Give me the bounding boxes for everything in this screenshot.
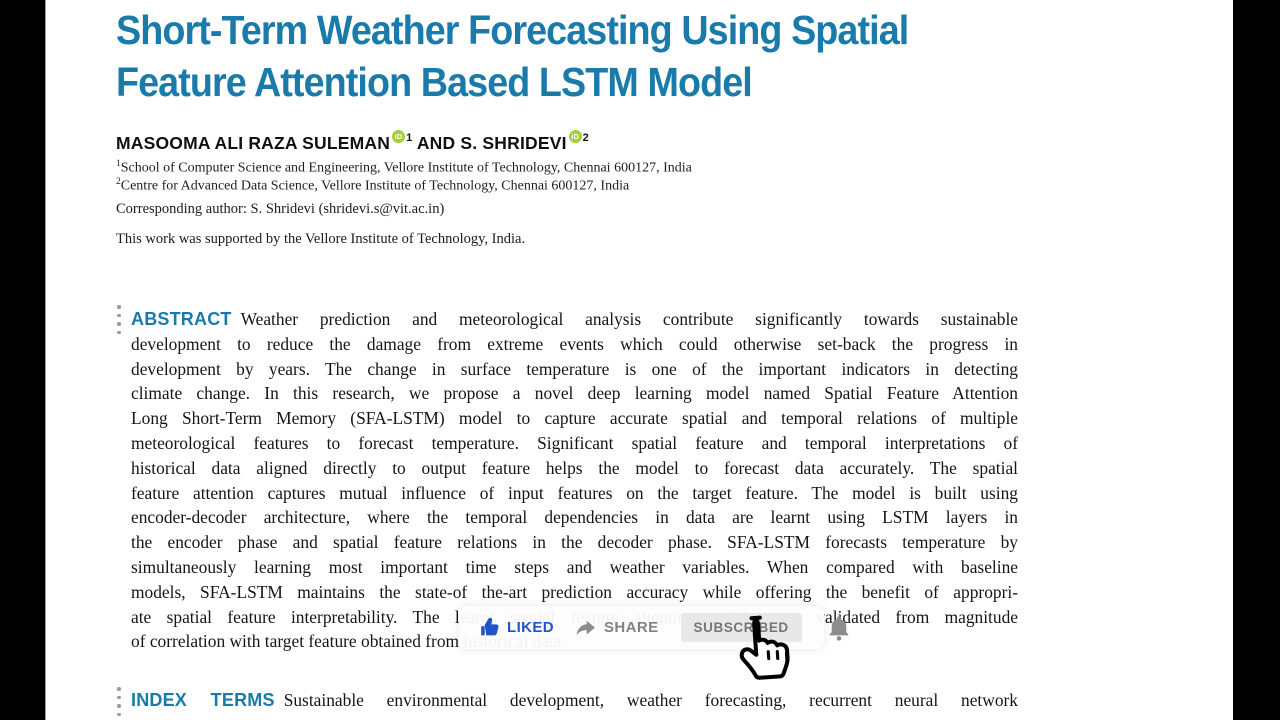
abstract-line: Long Short-Term Memory (SFA-LSTM) model …: [131, 408, 1018, 429]
abstract-section-marker: [117, 305, 121, 334]
subscribed-button[interactable]: SUBSCRIBED: [680, 613, 802, 642]
bell-icon: [829, 615, 849, 641]
thumbs-up-icon: [481, 617, 499, 636]
orcid-icon: iD: [392, 130, 406, 143]
index-terms-text: Sustainable environmental development, w…: [283, 690, 1018, 710]
abstract-line: meteorological features to forecast temp…: [131, 432, 1018, 453]
affiliation-1: 1School of Computer Science and Engineer…: [116, 159, 692, 177]
index-terms-section-marker: [117, 687, 121, 716]
share-arrow-icon: [576, 620, 596, 636]
index-terms-section: INDEX TERMS Sustainable environmental dev…: [131, 688, 1018, 713]
abstract-line: historical data aligned directly to outp…: [131, 457, 1018, 478]
affiliation-2-text: Centre for Advanced Data Science, Vellor…: [120, 178, 630, 194]
abstract-first-line: ABSTRACT Weather prediction and meteorolo…: [131, 307, 1018, 332]
author-name-2: AND S. SHRIDEVI: [412, 133, 567, 153]
abstract-line: models, SFA-LSTM maintains the state-of …: [131, 581, 1018, 602]
abstract-line: climate change. In this research, we pro…: [131, 383, 1018, 404]
notification-bell-button[interactable]: [826, 614, 852, 642]
abstract-line: development by years. The change in surf…: [131, 358, 1018, 379]
author-line: MASOOMA ALI RAZA SULEMAN iD 1 AND S. SHRID…: [116, 130, 589, 154]
abstract-last-line: of correlation with target feature obtai…: [131, 631, 566, 652]
affiliation-2: 2Centre for Advanced Data Science, Vello…: [116, 177, 629, 195]
abstract-heading: ABSTRACT: [131, 309, 232, 329]
hand-cursor-icon: [739, 615, 790, 680]
paper-page: Short-Term Weather Forecasting Using Spa…: [45, 0, 1233, 720]
orcid-icon: iD: [568, 130, 582, 143]
abstract-section: ABSTRACT Weather prediction and meteorolo…: [131, 307, 1018, 654]
author-affil-ref-2: 2: [582, 132, 589, 144]
abstract-line: the encoder phase and spatial feature re…: [131, 532, 1018, 553]
like-button[interactable]: LIKED: [479, 617, 554, 638]
author-affil-ref-1: 1: [406, 132, 413, 144]
share-button[interactable]: SHARE: [574, 617, 659, 638]
funding-note: This work was supported by the Vellore I…: [116, 231, 526, 247]
affiliation-2-sup: 2: [116, 177, 121, 187]
corresponding-author: Corresponding author: S. Shridevi (shrid…: [116, 201, 445, 217]
paper-title-line1: Short-Term Weather Forecasting Using Spa…: [116, 7, 909, 53]
paper-title-line2: Feature Attention Based LSTM Model: [116, 59, 753, 105]
author-name-1: MASOOMA ALI RAZA SULEMAN: [116, 133, 391, 153]
affiliation-1-sup: 1: [116, 159, 121, 169]
abstract-line: feature attention captures mutual influe…: [131, 482, 1018, 503]
like-button-label: LIKED: [507, 619, 554, 636]
abstract-line: encoder-decoder architecture, where the …: [131, 507, 1018, 528]
abstract-text: Weather prediction and meteorological an…: [240, 309, 1018, 329]
index-terms-heading: INDEX TERMS: [131, 690, 275, 710]
share-button-label: SHARE: [604, 619, 659, 636]
affiliation-1-text: School of Computer Science and Engineeri…: [120, 160, 692, 176]
abstract-body: development to reduce the damage from ex…: [131, 332, 1018, 630]
abstract-line: simultaneously learning most important t…: [131, 556, 1018, 577]
paper-title: Short-Term Weather Forecasting Using Spa…: [116, 4, 1036, 108]
youtube-overlay-bar: LIKED SHARE SUBSCRIBED: [459, 606, 849, 649]
abstract-line: development to reduce the damage from ex…: [131, 333, 1018, 354]
